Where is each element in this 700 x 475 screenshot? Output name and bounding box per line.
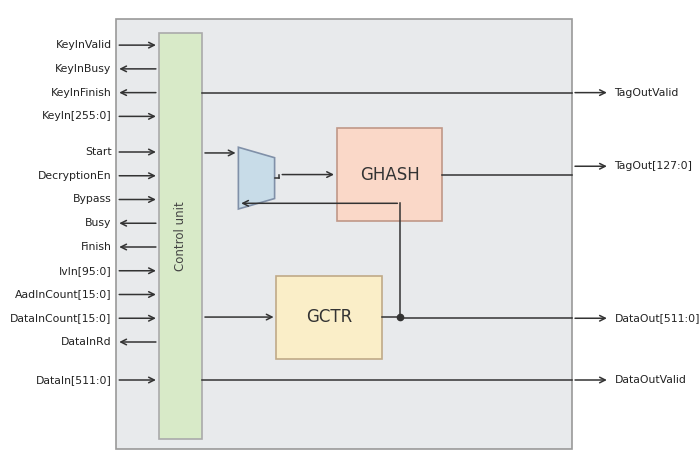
Text: DataIn[511:0]: DataIn[511:0] [36,375,111,385]
Text: DataInCount[15:0]: DataInCount[15:0] [10,313,111,323]
Text: GHASH: GHASH [360,166,419,183]
Text: DataOut[511:0]: DataOut[511:0] [615,313,700,323]
Text: KeyInBusy: KeyInBusy [55,64,111,74]
Text: TagOut[127:0]: TagOut[127:0] [615,161,692,171]
Text: DataInRd: DataInRd [61,337,111,347]
Text: Busy: Busy [85,218,111,228]
Text: Bypass: Bypass [73,194,111,205]
FancyBboxPatch shape [159,33,202,439]
Text: AadInCount[15:0]: AadInCount[15:0] [15,289,111,300]
Polygon shape [239,147,274,209]
Text: GCTR: GCTR [306,308,352,326]
Text: KeyInFinish: KeyInFinish [51,87,111,98]
FancyBboxPatch shape [116,19,572,449]
Text: IvIn[95:0]: IvIn[95:0] [59,266,111,276]
Text: Control unit: Control unit [174,201,187,271]
Text: KeyInValid: KeyInValid [55,40,111,50]
Text: Finish: Finish [80,242,111,252]
Text: DecryptionEn: DecryptionEn [38,171,111,181]
Text: KeyIn[255:0]: KeyIn[255:0] [42,111,111,122]
Text: TagOutValid: TagOutValid [615,87,679,98]
Text: DataOutValid: DataOutValid [615,375,687,385]
FancyBboxPatch shape [276,276,382,359]
FancyBboxPatch shape [337,128,442,221]
Text: Start: Start [85,147,111,157]
